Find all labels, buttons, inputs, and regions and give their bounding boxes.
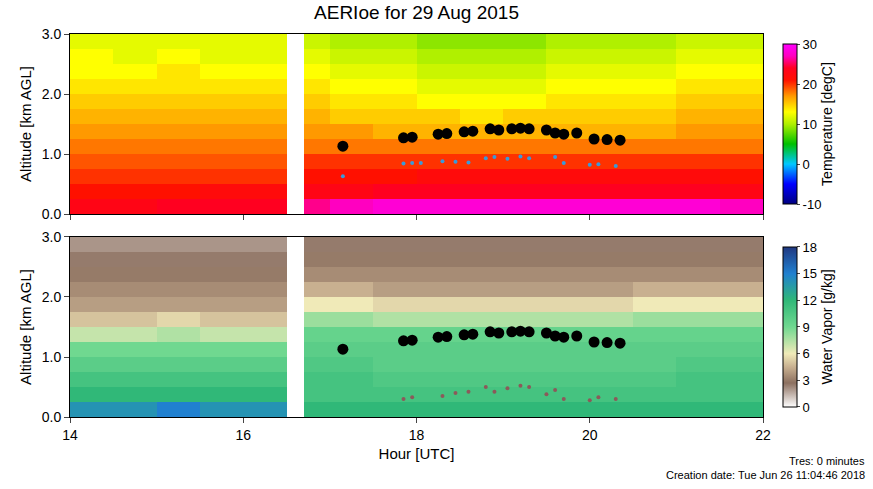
svg-text:Temperature [degC]: Temperature [degC] — [819, 62, 835, 186]
svg-text:12: 12 — [803, 293, 817, 308]
svg-text:15: 15 — [803, 266, 817, 281]
svg-text:Altitude [km AGL]: Altitude [km AGL] — [17, 269, 34, 385]
svg-text:AERIoe for 29 Aug 2015: AERIoe for 29 Aug 2015 — [314, 2, 519, 23]
svg-text:1.0: 1.0 — [42, 349, 62, 365]
svg-text:16: 16 — [235, 427, 251, 443]
svg-text:3.0: 3.0 — [42, 26, 62, 42]
svg-text:18: 18 — [409, 427, 425, 443]
svg-text:2.0: 2.0 — [42, 289, 62, 305]
svg-text:20: 20 — [803, 77, 817, 92]
svg-text:6: 6 — [803, 346, 810, 361]
svg-text:20: 20 — [582, 427, 598, 443]
svg-text:9: 9 — [803, 320, 810, 335]
svg-text:3: 3 — [803, 373, 810, 388]
svg-text:22: 22 — [755, 427, 771, 443]
svg-text:Water Vapor [g/kg]: Water Vapor [g/kg] — [819, 269, 835, 384]
svg-text:Altitude [km AGL]: Altitude [km AGL] — [17, 66, 34, 182]
svg-text:3.0: 3.0 — [42, 229, 62, 245]
svg-text:Tres: 0 minutes: Tres: 0 minutes — [789, 455, 865, 467]
svg-text:0.0: 0.0 — [42, 206, 62, 222]
svg-text:14: 14 — [62, 427, 78, 443]
svg-text:2.0: 2.0 — [42, 86, 62, 102]
svg-text:18: 18 — [803, 240, 817, 255]
svg-text:Hour [UTC]: Hour [UTC] — [379, 445, 455, 462]
svg-text:0: 0 — [803, 157, 810, 172]
svg-text:10: 10 — [803, 117, 817, 132]
svg-text:30: 30 — [803, 37, 817, 52]
svg-text:0.0: 0.0 — [42, 409, 62, 425]
svg-text:-10: -10 — [803, 197, 822, 212]
svg-text:Creation date: Tue Jun 26 11:0: Creation date: Tue Jun 26 11:04:46 2018 — [666, 469, 865, 481]
svg-text:0: 0 — [803, 400, 810, 415]
svg-text:1.0: 1.0 — [42, 146, 62, 162]
